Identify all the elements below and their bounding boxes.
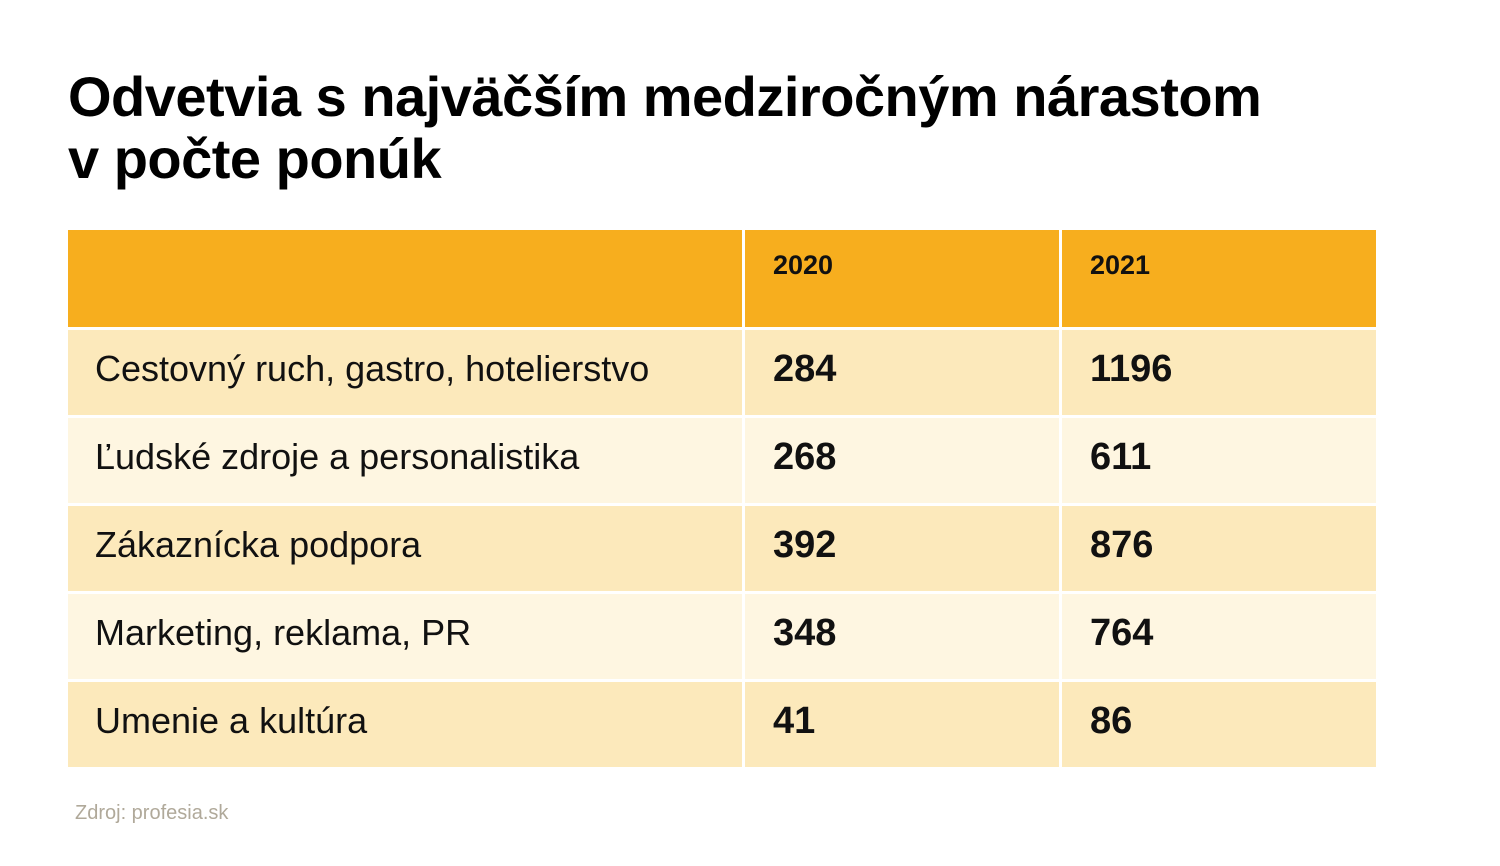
value-2020: 284 — [745, 330, 1059, 415]
header-cell-label — [68, 230, 742, 327]
title-line-2: v počte ponúk — [68, 127, 442, 190]
table-row: Zákaznícka podpora 392 876 — [68, 506, 1376, 591]
table-row: Marketing, reklama, PR 348 764 — [68, 594, 1376, 679]
row-label: Marketing, reklama, PR — [68, 594, 742, 679]
chart-title: Odvetvia s najväčším medziročným nárasto… — [68, 66, 1398, 190]
header-cell-2021: 2021 — [1062, 230, 1376, 327]
value-2020: 41 — [745, 682, 1059, 767]
value-2020: 348 — [745, 594, 1059, 679]
value-2020: 392 — [745, 506, 1059, 591]
table-row: Umenie a kultúra 41 86 — [68, 682, 1376, 767]
row-label: Umenie a kultúra — [68, 682, 742, 767]
table-body: Cestovný ruch, gastro, hotelierstvo 284 … — [68, 330, 1376, 767]
table-row: Ľudské zdroje a personalistika 268 611 — [68, 418, 1376, 503]
table-header: 2020 2021 — [68, 230, 1376, 327]
table-row: Cestovný ruch, gastro, hotelierstvo 284 … — [68, 330, 1376, 415]
row-label: Ľudské zdroje a personalistika — [68, 418, 742, 503]
value-2021: 86 — [1062, 682, 1376, 767]
value-2021: 611 — [1062, 418, 1376, 503]
title-line-1: Odvetvia s najväčším medziročným nárasto… — [68, 65, 1262, 128]
data-table: 2020 2021 Cestovný ruch, gastro, hotelie… — [65, 227, 1379, 770]
header-row: 2020 2021 — [68, 230, 1376, 327]
row-label: Zákaznícka podpora — [68, 506, 742, 591]
value-2020: 268 — [745, 418, 1059, 503]
value-2021: 1196 — [1062, 330, 1376, 415]
source-note: Zdroj: profesia.sk — [75, 802, 229, 824]
value-2021: 876 — [1062, 506, 1376, 591]
header-cell-2020: 2020 — [745, 230, 1059, 327]
row-label: Cestovný ruch, gastro, hotelierstvo — [68, 330, 742, 415]
value-2021: 764 — [1062, 594, 1376, 679]
